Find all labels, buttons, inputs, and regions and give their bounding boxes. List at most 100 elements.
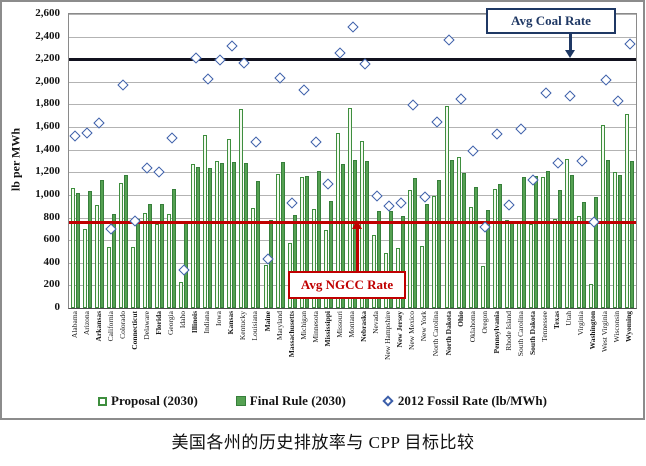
x-tick-label: Massachusetts [286,311,296,358]
bar-final-rule [328,201,333,308]
gridline [69,149,636,151]
chart-legend: Proposal (2030) Final Rule (2030) 2012 Fos… [2,391,643,411]
x-tick-label: New Mexico [407,311,417,350]
bar-final-rule [304,175,309,308]
bar-final-rule [485,209,490,308]
marker-2012-fossil-rate [334,47,347,59]
bar-proposal [239,108,244,308]
y-tick-label: 400 [43,255,61,268]
x-tick-label: Iowa [214,311,224,326]
legend-label: Proposal (2030) [111,393,198,408]
bar-final-rule [594,196,599,308]
bar-final-rule [99,180,104,308]
marker-2012-fossil-rate [346,21,359,34]
y-tick-label: 1,000 [35,187,60,200]
marker-2012-fossil-rate [395,196,407,209]
x-tick-label: Pennsylvania [491,311,501,354]
x-tick-label: Delaware [141,311,151,340]
bar-proposal [492,189,497,308]
bar-proposal [154,224,159,308]
marker-2012-fossil-rate [153,166,166,179]
y-axis-title: lb per MWh [8,127,23,192]
bar-proposal [480,265,485,308]
bar-proposal [456,156,461,308]
bar-final-rule [473,187,478,308]
bar-final-rule [521,177,526,308]
gridline [69,81,636,83]
bar-final-rule [280,162,285,308]
x-tick-label: Nebraska [359,311,369,342]
marker-2012-fossil-rate [576,155,588,167]
y-tick-label: 2,600 [35,7,60,19]
bar-proposal [191,164,196,308]
plot-area [68,13,637,309]
bar-final-rule [533,176,538,308]
bar-proposal [541,176,546,308]
bar-final-rule [256,181,261,308]
bar-proposal [420,245,425,308]
bar-proposal [323,229,328,308]
marker-2012-fossil-rate [214,54,226,66]
y-tick-label: 600 [43,233,61,246]
x-tick-label: Ohio [455,311,465,327]
bar-proposal [130,246,135,308]
x-tick-label: Wisconsin [612,311,622,343]
bar-final-rule [292,214,297,308]
gridline [69,262,636,264]
x-tick-label: Georgia [166,311,176,336]
bar-proposal [167,213,172,308]
gridline [69,194,636,196]
bar-proposal [504,219,509,308]
bar-proposal [251,208,256,308]
bar-proposal [106,247,111,308]
marker-2012-fossil-rate [81,126,93,139]
marker-2012-fossil-rate [431,116,443,128]
x-tick-label: Minnesota [310,311,320,343]
x-tick-label: Louisiana [250,311,260,341]
avg-coal-rate-arrowhead-icon [565,50,575,58]
bar-final-rule [461,173,466,308]
x-tick-label: North Dakota [443,311,453,356]
open-square-marker-icon [98,396,107,406]
bar-proposal [625,114,630,308]
bar-proposal [408,189,413,308]
bar-proposal [577,216,582,308]
reference-line-avg-coal-rate [69,57,636,61]
bar-proposal [82,228,87,308]
x-tick-label: Maine [262,311,272,332]
x-tick-label: New Hampshire [383,311,393,360]
marker-2012-fossil-rate [189,52,202,64]
bar-final-rule [365,161,370,308]
y-tick-label: 1,200 [35,165,60,178]
bar-final-rule [340,164,345,308]
x-tick-label: Florida [153,311,163,335]
bar-proposal [432,195,437,308]
marker-2012-fossil-rate [370,190,383,202]
bar-final-rule [316,170,321,308]
avg-ngcc-rate-arrowhead-icon [352,220,362,229]
x-tick-label: Montana [347,311,356,338]
x-tick-label: Maryland [274,311,284,341]
bar-final-rule [232,161,237,308]
x-tick-label: Utah [564,311,574,326]
bar-final-rule [570,174,575,308]
x-tick-label: Tennessee [540,311,550,342]
marker-2012-fossil-rate [455,93,467,105]
y-tick-label: 2,000 [35,74,60,87]
bar-proposal [589,283,594,308]
x-tick-label: New Jersey [395,311,405,348]
legend-item-final-rule-2030-: Final Rule (2030) [235,393,346,409]
marker-2012-fossil-rate [515,122,528,135]
x-tick-label: South Dakota [527,311,537,355]
x-tick-label: Michigan [298,311,308,340]
marker-2012-fossil-rate [165,132,178,145]
marker-2012-fossil-rate [624,38,636,51]
legend-item-2012-fossil-rate-lb-mwh-: 2012 Fossil Rate (lb/MWh) [382,393,547,409]
x-tick-label: Oregon [479,311,489,334]
bar-proposal [348,107,352,308]
bar-final-rule [618,175,623,308]
legend-label: Final Rule (2030) [249,393,346,408]
marker-2012-fossil-rate [551,157,564,169]
marker-2012-fossil-rate [407,99,419,111]
